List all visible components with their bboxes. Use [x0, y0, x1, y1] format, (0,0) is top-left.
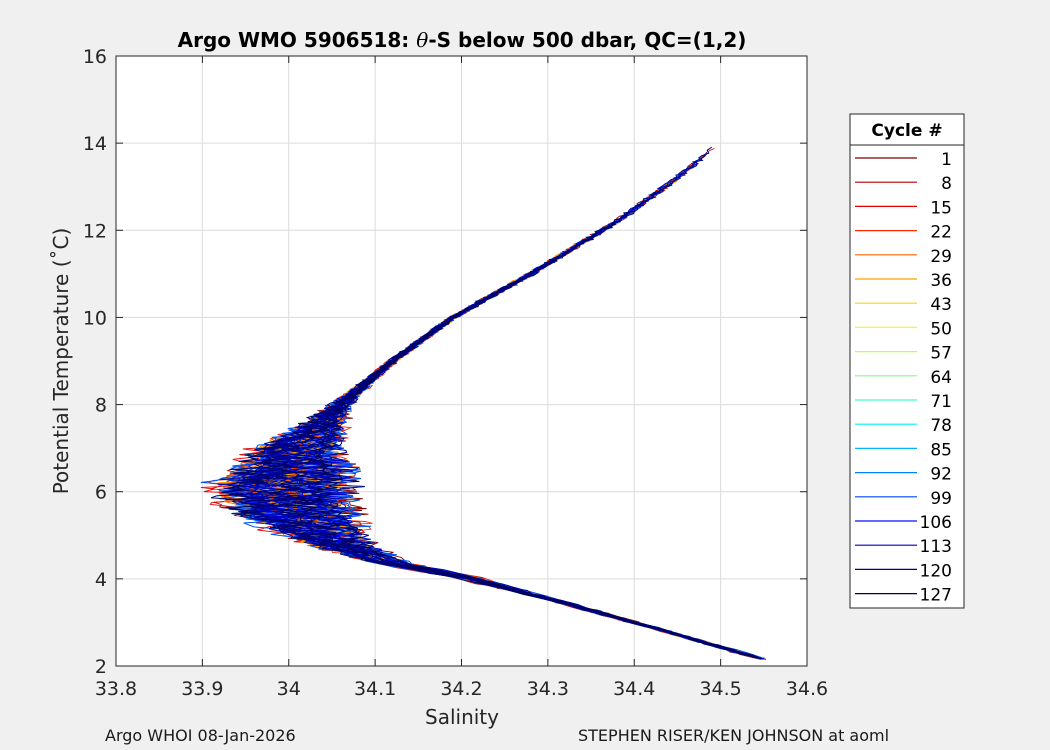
x-tick-label: 34.5 — [699, 678, 741, 700]
legend-label: 8 — [941, 174, 952, 194]
legend-label: 22 — [930, 223, 952, 243]
x-tick-label: 34.3 — [527, 678, 569, 700]
legend-label: 127 — [920, 586, 952, 606]
chart-title-theta: θ — [416, 28, 428, 52]
y-axis-ticks: 2 4 6 8 10 12 14 16 — [83, 46, 807, 678]
x-tick-label: 34.2 — [440, 678, 482, 700]
chart-title-suffix: -S below 500 dbar, QC=(1,2) — [428, 28, 746, 52]
y-tick-label: 2 — [95, 656, 107, 678]
y-tick-label: 12 — [83, 220, 107, 242]
x-tick-label: 34 — [277, 678, 301, 700]
legend-label: 50 — [930, 319, 952, 339]
legend-label: 85 — [930, 440, 952, 460]
footer-right: STEPHEN RISER/KEN JOHNSON at aoml — [578, 726, 890, 745]
y-tick-label: 8 — [95, 395, 107, 417]
legend-label: 1 — [941, 150, 952, 170]
legend-label: 92 — [930, 465, 952, 485]
legend-label: 15 — [930, 198, 952, 218]
profile-line — [280, 315, 763, 660]
legend-label: 113 — [920, 537, 952, 557]
x-tick-label: 34.6 — [786, 678, 828, 700]
x-axis-label: Salinity — [425, 705, 499, 729]
legend-items: 1 8 15 22 29 36 43 50 57 64 71 78 85 92 99 106 113 120 127 — [855, 150, 952, 606]
x-tick-label: 33.9 — [181, 678, 223, 700]
y-tick-label: 14 — [83, 133, 107, 155]
y-tick-label: 6 — [95, 482, 107, 504]
legend-label: 120 — [920, 561, 952, 581]
legend-label: 78 — [930, 416, 952, 436]
chart-title: Argo WMO 5906518: θ-S below 500 dbar, QC… — [178, 28, 747, 52]
y-tick-label: 4 — [95, 569, 107, 591]
legend-label: 36 — [930, 271, 952, 291]
legend-label: 64 — [930, 368, 952, 388]
legend: Cycle # 18152229364350576471788592991061… — [849, 113, 965, 609]
footer-left: Argo WHOI 08-Jan-2026 — [105, 726, 296, 745]
profile-line — [299, 221, 762, 659]
y-axis-label: Potential Temperature (˚C) — [49, 228, 73, 495]
legend-title: Cycle # — [871, 121, 942, 141]
legend-label: 29 — [930, 247, 952, 267]
profile-line — [275, 356, 759, 658]
profile-series-group — [200, 146, 767, 660]
x-tick-label: 34.1 — [354, 678, 396, 700]
legend-label: 106 — [920, 513, 952, 533]
x-axis-ticks: 33.8 33.9 34 34.1 34.2 34.3 34.4 34.5 34.6 — [95, 56, 828, 700]
x-tick-label: 34.4 — [613, 678, 655, 700]
legend-label: 43 — [930, 295, 952, 315]
x-tick-label: 33.8 — [95, 678, 137, 700]
y-tick-label: 10 — [83, 307, 107, 329]
chart-title-prefix: Argo WMO 5906518: — [178, 28, 417, 52]
legend-box — [849, 113, 965, 609]
legend-label: 99 — [930, 489, 952, 509]
y-tick-label: 16 — [83, 46, 107, 68]
legend-label: 57 — [930, 344, 952, 364]
legend-label: 71 — [930, 392, 952, 412]
